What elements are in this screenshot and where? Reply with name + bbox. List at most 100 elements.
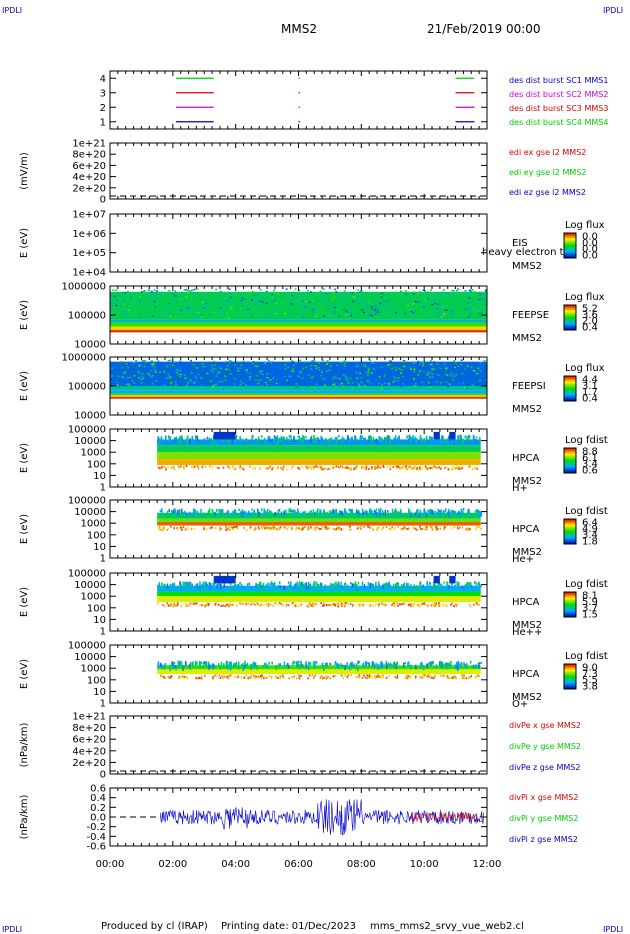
spectrogram-pixel [360,306,363,309]
spectrogram-pixel [322,604,324,607]
spectrogram-pixel [226,664,229,669]
spectrogram-pixel [264,526,267,529]
y-tick-label: 1 [100,117,106,128]
spectrogram-pixel [357,675,359,678]
spectrogram-pixel [420,661,422,665]
spectrogram-pixel [120,361,123,363]
spectrogram-pixel [126,377,129,379]
spectrogram-pixel [287,581,290,584]
spectrogram-pixel [121,375,124,378]
spectrogram-pixel [166,528,168,531]
spectrogram-pixel [248,676,251,679]
spectrogram-pixel [178,674,180,677]
spectrogram-pixel [307,605,309,608]
spectrogram-pixel [266,467,269,470]
spectrogram-pixel [201,383,204,386]
spectrogram-pixel [302,308,305,311]
spectrogram-pixel [394,435,397,441]
spectrogram-pixel [321,359,324,362]
spectrogram-pixel [295,511,298,516]
spectrogram-pixel [373,509,376,513]
spectrogram-pixel [116,294,119,296]
spectrogram-pixel [375,508,378,512]
spectrogram-pixel [438,510,441,513]
series-label: divPi x gse MMS2 [509,793,578,802]
spectrogram-pixel [417,362,420,364]
spectrogram-pixel [408,508,410,512]
y-tick-label: 100 [87,530,106,541]
y-tick-label: 10 [93,687,106,698]
spectrogram-pixel [472,385,475,387]
spectrogram-pixel [169,603,172,606]
spectrogram-pixel [328,369,331,371]
spectrogram-pixel [186,438,189,444]
spectrogram-pixel [380,383,383,386]
spectrogram-pixel [233,585,236,589]
spectrogram-pixel [191,435,194,441]
spectrogram-pixel [166,512,168,519]
spectrogram-pixel [204,661,206,665]
spectrogram-pixel [199,662,201,668]
spectrogram-pixel [435,602,437,605]
spectrogram-pixel [384,437,386,441]
spectrogram-pixel [392,381,395,383]
spectrogram-pixel [321,468,324,471]
spectrogram-pixel [344,314,347,316]
spectrogram-burst [213,431,236,440]
colorbar [563,518,577,545]
spectrogram-pixel [430,289,433,291]
spectrogram-pixel [141,373,144,376]
colorbar-tick-label: 9.0 [582,663,598,674]
spectrogram-pixel [309,381,312,384]
spectrogram-pixel [409,676,412,679]
spectrogram-pixel [205,584,208,587]
spectrogram-pixel [208,508,211,513]
spectrogram-pixel [283,436,285,440]
spectrogram-pixel [364,437,366,441]
spectrogram-pixel [339,361,342,364]
spectrogram-pixel [435,664,438,669]
spectrogram-pixel [217,582,220,585]
spectrogram-pixel [479,437,481,441]
spectrogram-pixel [298,467,301,470]
spectrogram-pixel [403,365,406,367]
spectrogram-pixel [261,373,264,376]
spectrogram-pixel [229,528,231,531]
spectrogram-pixel [202,307,205,309]
spectrogram-pixel [313,527,316,530]
spectrogram-pixel [367,674,370,677]
spectrogram-pixel [377,664,379,671]
spectrogram-pixel [169,315,172,317]
spectrogram-pixel [255,294,258,296]
y-tick-label: 10000 [74,580,106,591]
colorbar-tick-label: 0.4 [582,323,598,334]
spectrogram-pixel [427,381,430,384]
spectrogram-pixel [239,438,242,442]
spectrogram-pixel [346,584,349,589]
spectrogram-pixel [350,437,353,443]
spectrogram-pixel [173,527,175,530]
spectrogram-pixel [227,677,229,680]
spectrogram-pixel [425,435,428,441]
spectrogram-pixel [247,602,250,605]
spectrogram-pixel [439,511,441,517]
spectrogram-pixel [341,605,343,608]
spectrogram-pixel [304,583,306,587]
spectrogram-pixel [134,361,137,363]
spectrogram-pixel [232,466,235,469]
spectrogram-pixel [414,361,417,364]
spectrogram-pixel [354,582,357,586]
spectrogram-pixel [255,438,257,441]
spectrogram-pixel [302,528,304,531]
spectrogram-pixel [159,371,162,374]
spectrogram-pixel [350,582,352,585]
spectrogram-pixel [383,375,386,377]
spectrogram-pixel [394,311,397,313]
spectrogram-pixel [260,370,263,373]
spectrogram-pixel [301,386,304,389]
spectrogram-pixel [185,581,188,587]
spectrogram-pixel [320,465,323,468]
spectrogram-pixel [278,527,280,530]
y-tick-label: 1000000 [61,353,106,364]
spectrogram-pixel [246,583,249,588]
